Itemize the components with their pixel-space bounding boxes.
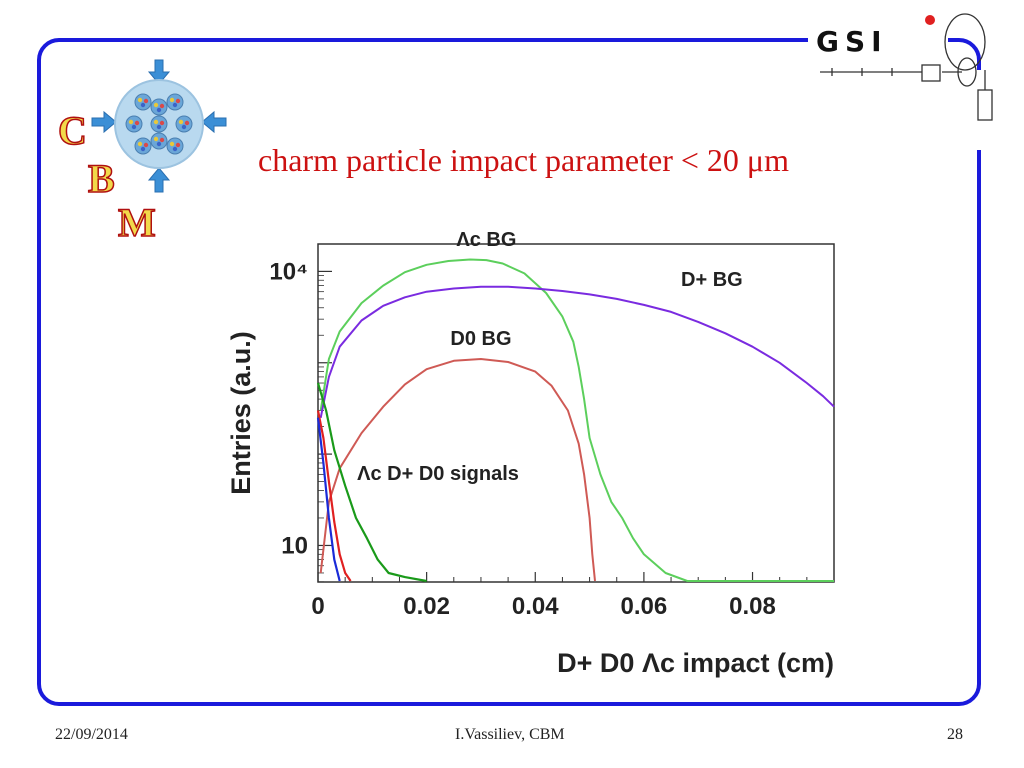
quark-icon <box>140 102 146 108</box>
quark-icon <box>153 102 159 108</box>
quark-icon <box>159 103 165 109</box>
y-axis-label: Entries (a.u.) <box>226 331 256 495</box>
x-axis-label: D+ D0 Λc impact (cm) <box>557 648 834 678</box>
series-annotation: Λc D+ D0 signals <box>357 463 519 485</box>
logo-letter-c: C <box>58 108 87 153</box>
quark-icon <box>137 141 143 147</box>
quark-icon <box>143 98 149 104</box>
quark-icon <box>140 146 146 152</box>
series-line <box>316 417 341 582</box>
arrow-icon <box>91 59 227 193</box>
quark-icon <box>143 142 149 148</box>
quark-icon <box>175 98 181 104</box>
frame-gap-top <box>808 30 948 50</box>
ticks-layer: 0 0.02 0.04 0.06 0.08 10 10⁴ <box>269 258 808 620</box>
series-line <box>316 410 352 582</box>
slide-title: charm particle impact parameter < 20 μm <box>258 142 789 178</box>
series-line <box>319 258 834 582</box>
series-annotation: D+ BG <box>681 269 743 291</box>
annotation-layer: Λc BG D+ BG D0 BG Λc D+ D0 signals <box>357 230 743 485</box>
footer-author: I.Vassiliev, CBM <box>455 726 565 743</box>
quark-icon <box>159 120 165 126</box>
quark-icon <box>137 97 143 103</box>
x-tick-label: 0 <box>311 593 324 620</box>
series-line <box>316 382 427 583</box>
quark-icon <box>156 141 162 147</box>
nucleon-icon <box>134 137 152 155</box>
y-tick-label: 10 <box>281 532 308 559</box>
series-line <box>319 285 835 418</box>
slide-frame <box>37 38 981 706</box>
quark-icon <box>128 119 134 125</box>
quark-icon <box>169 97 175 103</box>
quark-icon <box>156 107 162 113</box>
nucleon-icon <box>150 132 168 150</box>
quark-icon <box>172 102 178 108</box>
y-tick-label: 10⁴ <box>269 258 308 285</box>
quark-icon <box>178 119 184 125</box>
nucleon-icon <box>150 115 168 133</box>
nucleon-icon <box>125 115 143 133</box>
nucleon-icon <box>150 98 168 116</box>
gsi-logo-text: GSI <box>816 25 888 58</box>
quark-icon <box>153 119 159 125</box>
x-tick-label: 0.08 <box>729 593 776 620</box>
quark-icon <box>175 142 181 148</box>
quark-icon <box>159 137 165 143</box>
quark-icon <box>181 124 187 130</box>
logo-letter-b: B <box>88 156 115 201</box>
logo-letter-m: M <box>118 200 156 242</box>
quark-icon <box>172 146 178 152</box>
gsi-logo: GSI <box>816 13 993 121</box>
accelerator-icon <box>820 13 993 121</box>
x-tick-label: 0.06 <box>621 593 668 620</box>
quark-icon <box>131 124 137 130</box>
series-line <box>319 358 596 582</box>
quark-icon <box>184 120 190 126</box>
quark-icon <box>153 136 159 142</box>
quark-icon <box>156 124 162 130</box>
cbm-logo: C B M <box>57 59 227 242</box>
x-tick-label: 0.04 <box>512 593 559 620</box>
quark-icon <box>169 141 175 147</box>
nucleons-icon <box>125 93 193 155</box>
series-annotation: D0 BG <box>450 328 511 350</box>
nucleon-icon <box>175 115 193 133</box>
plot-area <box>317 243 835 583</box>
quark-icon <box>134 120 140 126</box>
nucleon-icon <box>166 137 184 155</box>
series-annotation: Λc BG <box>456 230 516 251</box>
x-tick-label: 0.02 <box>403 593 450 620</box>
gsi-dot-icon <box>925 15 935 25</box>
footer-date: 22/09/2014 <box>55 726 128 743</box>
page-number: 28 <box>947 726 963 743</box>
nucleon-icon <box>166 93 184 111</box>
series-layer <box>316 258 835 583</box>
nucleon-icon <box>134 93 152 111</box>
